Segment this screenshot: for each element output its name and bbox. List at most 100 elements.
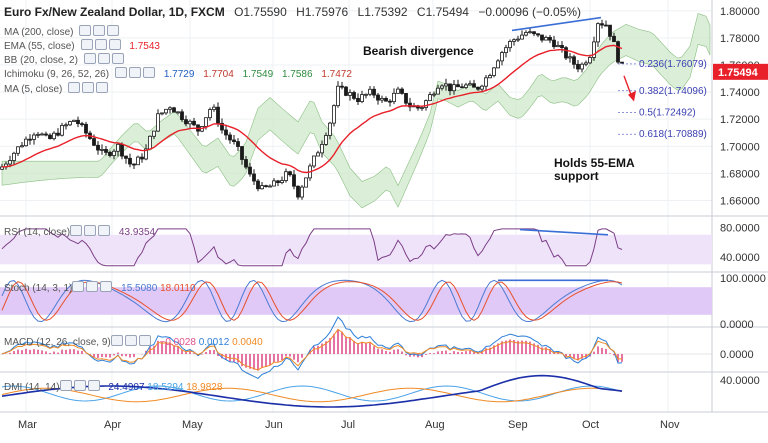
candle-body bbox=[100, 149, 104, 151]
candle-body bbox=[172, 107, 176, 113]
x-tick-label: May bbox=[182, 419, 203, 431]
candle-body bbox=[300, 186, 304, 198]
candle-body bbox=[496, 60, 500, 69]
candle-body bbox=[448, 83, 452, 92]
settings-icon[interactable] bbox=[129, 67, 142, 78]
candle-body bbox=[324, 135, 328, 145]
annotation-holds-line1: Holds 55-EMA bbox=[554, 156, 635, 170]
candle-body bbox=[488, 75, 492, 79]
y-tick-label: 1.68000 bbox=[720, 168, 760, 180]
candle-body bbox=[616, 41, 620, 63]
x-tick-label: Mar bbox=[18, 419, 37, 431]
ichimoku-value-3: 1.7549 bbox=[242, 69, 274, 80]
eye-icon[interactable] bbox=[83, 53, 96, 64]
candle-body bbox=[620, 61, 624, 64]
close-icon[interactable] bbox=[111, 53, 124, 64]
candle-body bbox=[44, 133, 48, 136]
eye-icon[interactable] bbox=[115, 67, 128, 78]
close-icon[interactable] bbox=[96, 82, 109, 93]
legend-ichimoku[interactable]: Ichimoku (9, 26, 52, 26) 1.7729 1.7704 1… bbox=[4, 67, 358, 81]
settings-icon[interactable] bbox=[124, 335, 137, 346]
dmi-minus-value: 18.9828 bbox=[186, 382, 223, 393]
close-icon[interactable] bbox=[143, 67, 156, 78]
candle-body bbox=[540, 34, 544, 41]
candle-body bbox=[444, 83, 448, 87]
legend-ema55[interactable]: EMA (55, close) 1.7543 bbox=[4, 39, 166, 53]
candle-body bbox=[592, 41, 596, 58]
stoch-title[interactable]: Stoch (14, 3, 1) 15.5080 18.0110 bbox=[4, 281, 196, 294]
legend-ichimoku-label: Ichimoku (9, 26, 52, 26) bbox=[4, 69, 110, 80]
x-tick-label: Oct bbox=[582, 419, 599, 431]
close-icon[interactable] bbox=[87, 380, 100, 391]
legend-bb[interactable]: BB (20, close, 2) bbox=[4, 53, 126, 67]
stoch-k-value: 15.5080 bbox=[121, 283, 158, 294]
close-icon[interactable] bbox=[100, 281, 113, 292]
candle-body bbox=[192, 120, 196, 126]
close-icon[interactable] bbox=[138, 335, 151, 346]
close-icon[interactable] bbox=[107, 25, 120, 36]
candle-body bbox=[576, 63, 580, 70]
candle-body bbox=[532, 31, 536, 35]
candle-body bbox=[80, 123, 84, 126]
eye-icon[interactable] bbox=[59, 380, 72, 391]
stoch-d-value: 18.0110 bbox=[160, 283, 196, 294]
candle-body bbox=[536, 33, 540, 36]
settings-icon[interactable] bbox=[94, 39, 107, 50]
candle-body bbox=[112, 150, 116, 156]
eye-icon[interactable] bbox=[68, 82, 81, 93]
candle-body bbox=[560, 45, 564, 49]
candle-body bbox=[404, 93, 408, 104]
close-icon[interactable] bbox=[98, 225, 111, 236]
candle-body bbox=[544, 36, 548, 41]
candle-body bbox=[380, 98, 384, 101]
candle-body bbox=[236, 141, 240, 147]
candle-body bbox=[292, 174, 296, 187]
y-tick-label: 1.78000 bbox=[720, 33, 760, 45]
candle-body bbox=[472, 83, 476, 88]
legend-ma5[interactable]: MA (5, close) bbox=[4, 82, 110, 96]
candle-body bbox=[84, 123, 88, 134]
candle-body bbox=[528, 31, 532, 34]
candle-body bbox=[452, 84, 456, 92]
legend-ma200[interactable]: MA (200, close) bbox=[4, 25, 121, 39]
ema-line bbox=[1, 44, 623, 174]
candle-body bbox=[364, 93, 368, 96]
macd-line-value: 0.0012 bbox=[198, 337, 230, 348]
eye-icon[interactable] bbox=[79, 25, 92, 36]
eye-icon[interactable] bbox=[70, 225, 83, 236]
eye-icon[interactable] bbox=[80, 39, 93, 50]
y-tick-label: 1.70000 bbox=[720, 141, 760, 153]
candle-body bbox=[360, 94, 364, 103]
candle-body bbox=[132, 163, 136, 166]
candle-body bbox=[552, 39, 556, 48]
dmi-title[interactable]: DMI (14, 14) 24.4907 18.5294 18.9828 bbox=[4, 380, 222, 393]
settings-icon[interactable] bbox=[93, 25, 106, 36]
eye-icon[interactable] bbox=[72, 281, 85, 292]
settings-icon[interactable] bbox=[84, 225, 97, 236]
candle-body bbox=[48, 134, 52, 140]
candle-body bbox=[296, 185, 300, 198]
rsi-band bbox=[0, 234, 712, 265]
close-icon[interactable] bbox=[108, 39, 121, 50]
settings-icon[interactable] bbox=[86, 281, 99, 292]
macd-title[interactable]: MACD (12, 26, close, 9) −0.0028 0.0012 0… bbox=[4, 335, 263, 348]
candle-body bbox=[432, 93, 436, 96]
rsi-line bbox=[1, 228, 623, 267]
eye-icon[interactable] bbox=[110, 335, 123, 346]
candle-body bbox=[128, 157, 132, 165]
x-tick-label: Nov bbox=[660, 419, 680, 431]
candle-body bbox=[328, 122, 332, 136]
settings-icon[interactable] bbox=[73, 380, 86, 391]
candle-body bbox=[0, 166, 4, 170]
x-tick-label: Sep bbox=[508, 419, 528, 431]
candle-body bbox=[436, 87, 440, 95]
settings-icon[interactable] bbox=[97, 53, 110, 64]
candle-body bbox=[316, 152, 320, 157]
candle-body bbox=[340, 85, 344, 88]
candle-body bbox=[264, 185, 268, 188]
candle-body bbox=[168, 107, 172, 110]
settings-icon[interactable] bbox=[82, 82, 95, 93]
candle-body bbox=[372, 88, 376, 96]
rsi-title[interactable]: RSI (14, close) 43.9354 bbox=[4, 225, 155, 238]
